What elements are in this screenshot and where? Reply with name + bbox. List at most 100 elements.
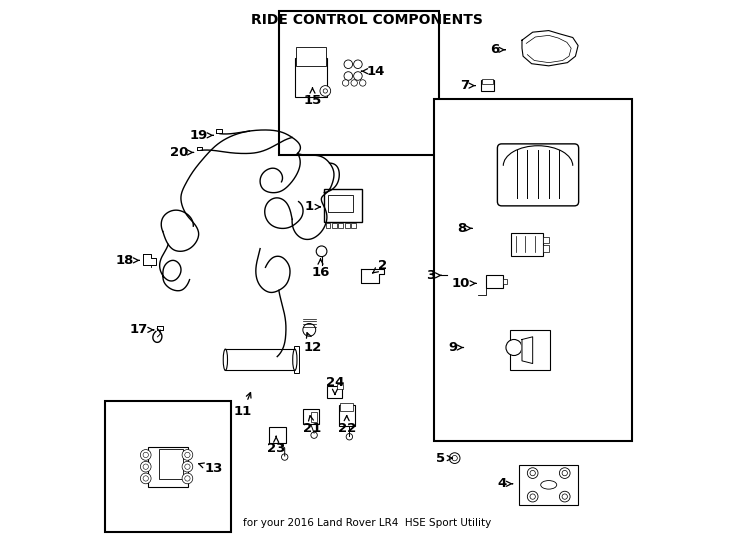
Text: 19: 19 [189,129,214,142]
Text: 10: 10 [451,277,476,290]
Text: for your 2016 Land Rover LR4  HSE Sport Utility: for your 2016 Land Rover LR4 HSE Sport U… [243,518,491,528]
Ellipse shape [223,349,228,370]
Text: 7: 7 [460,79,475,92]
Text: 17: 17 [130,323,153,336]
Circle shape [351,80,357,86]
Circle shape [281,454,288,460]
Text: 22: 22 [338,416,356,435]
Bar [512,233,543,255]
Bar [486,275,503,288]
Bar [352,223,356,228]
Bar [337,384,344,389]
Text: 5: 5 [437,451,452,464]
Text: 21: 21 [303,416,321,435]
Polygon shape [158,326,163,330]
Text: RIDE CONTROL COMPONENTS: RIDE CONTROL COMPONENTS [251,14,483,28]
Circle shape [182,461,193,472]
Circle shape [311,432,317,438]
Text: 11: 11 [234,393,252,417]
Bar [543,237,549,244]
Circle shape [559,468,570,478]
Circle shape [182,473,193,484]
Circle shape [140,473,151,484]
Bar [520,465,578,505]
Polygon shape [360,269,384,283]
Circle shape [354,60,362,69]
Bar [503,279,507,285]
Bar [294,347,299,373]
Circle shape [527,491,538,502]
Text: 18: 18 [115,254,139,267]
Circle shape [344,72,352,80]
Bar [338,404,355,426]
Text: 24: 24 [326,376,344,395]
Circle shape [316,246,327,256]
Circle shape [346,434,352,440]
Circle shape [530,470,535,476]
Text: 16: 16 [311,259,330,279]
Ellipse shape [293,349,297,370]
Text: 2: 2 [373,259,387,273]
Polygon shape [522,31,578,66]
Circle shape [323,89,327,93]
Text: 8: 8 [457,222,472,235]
Circle shape [506,340,522,355]
Bar [159,449,183,478]
Bar [105,401,230,532]
Circle shape [143,464,148,469]
Bar [324,190,362,222]
Text: 6: 6 [490,43,505,56]
Bar [481,80,494,91]
Bar [510,330,550,370]
Bar [340,403,353,411]
Circle shape [185,476,190,481]
Text: 9: 9 [448,341,463,354]
Circle shape [527,468,538,478]
Circle shape [562,470,567,476]
Circle shape [143,476,148,481]
Ellipse shape [541,481,556,489]
Bar [482,79,493,84]
Bar [148,447,188,487]
Text: 4: 4 [498,477,512,490]
Circle shape [530,494,535,500]
Text: 3: 3 [426,269,441,282]
Circle shape [452,455,457,461]
Bar [225,349,295,370]
Circle shape [354,72,362,80]
Bar [345,223,349,228]
Circle shape [185,452,190,457]
Bar [338,223,344,228]
Circle shape [449,453,460,463]
Bar [311,412,317,422]
Polygon shape [217,130,222,133]
Circle shape [343,80,349,86]
Polygon shape [522,337,533,363]
Polygon shape [197,146,202,150]
Bar [297,47,326,65]
Circle shape [320,86,330,96]
FancyBboxPatch shape [498,144,578,206]
Bar [434,99,631,441]
Circle shape [182,450,193,460]
Bar [295,58,327,97]
Circle shape [344,60,352,69]
Circle shape [303,323,316,336]
Bar [543,245,549,252]
Circle shape [185,464,190,469]
Bar [269,427,286,443]
Circle shape [559,491,570,502]
Bar [332,223,337,228]
Circle shape [140,461,151,472]
Bar [303,409,319,424]
Circle shape [140,450,151,460]
Text: 12: 12 [303,333,321,354]
Bar [327,386,343,398]
Bar [328,194,353,212]
Circle shape [143,452,148,457]
Text: 20: 20 [170,146,194,159]
Polygon shape [142,254,156,265]
Bar [279,11,439,155]
Text: 15: 15 [303,88,321,106]
Text: 14: 14 [361,65,385,78]
